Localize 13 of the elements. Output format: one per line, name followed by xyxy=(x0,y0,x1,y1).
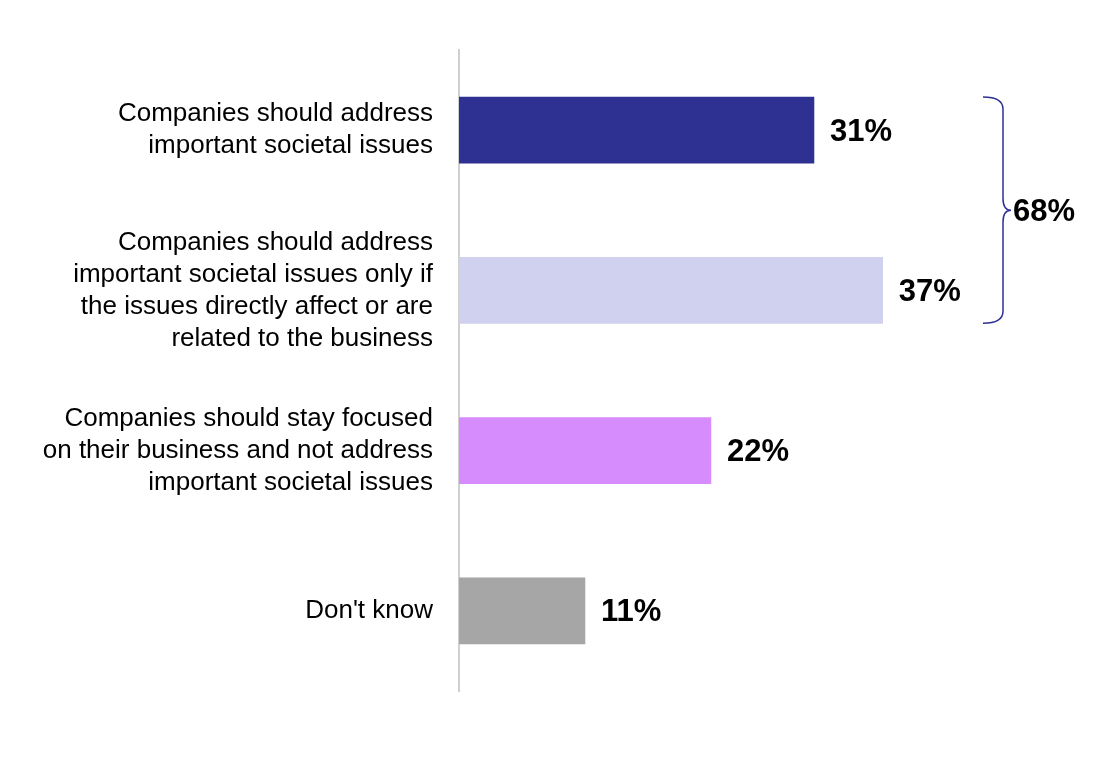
data-label: 22% xyxy=(726,433,789,469)
text: 68% xyxy=(1013,192,1076,228)
y-tick-label: Companies should address important societal issues only if the issues directly affect or are related to the business xyxy=(73,225,434,352)
data-label: 37% xyxy=(898,272,961,308)
bar xyxy=(459,96,815,164)
y-tick-label: Companies should address important societal issues xyxy=(117,97,433,160)
y-tick-label: Don't know xyxy=(305,594,434,625)
bar xyxy=(459,577,586,645)
data-label: 11% xyxy=(600,593,662,629)
bar xyxy=(459,257,883,324)
y-tick-label: Companies should stay focused on their business and not address important societal issues xyxy=(42,401,433,496)
data-label: 31% xyxy=(829,112,892,148)
bar xyxy=(459,417,712,484)
